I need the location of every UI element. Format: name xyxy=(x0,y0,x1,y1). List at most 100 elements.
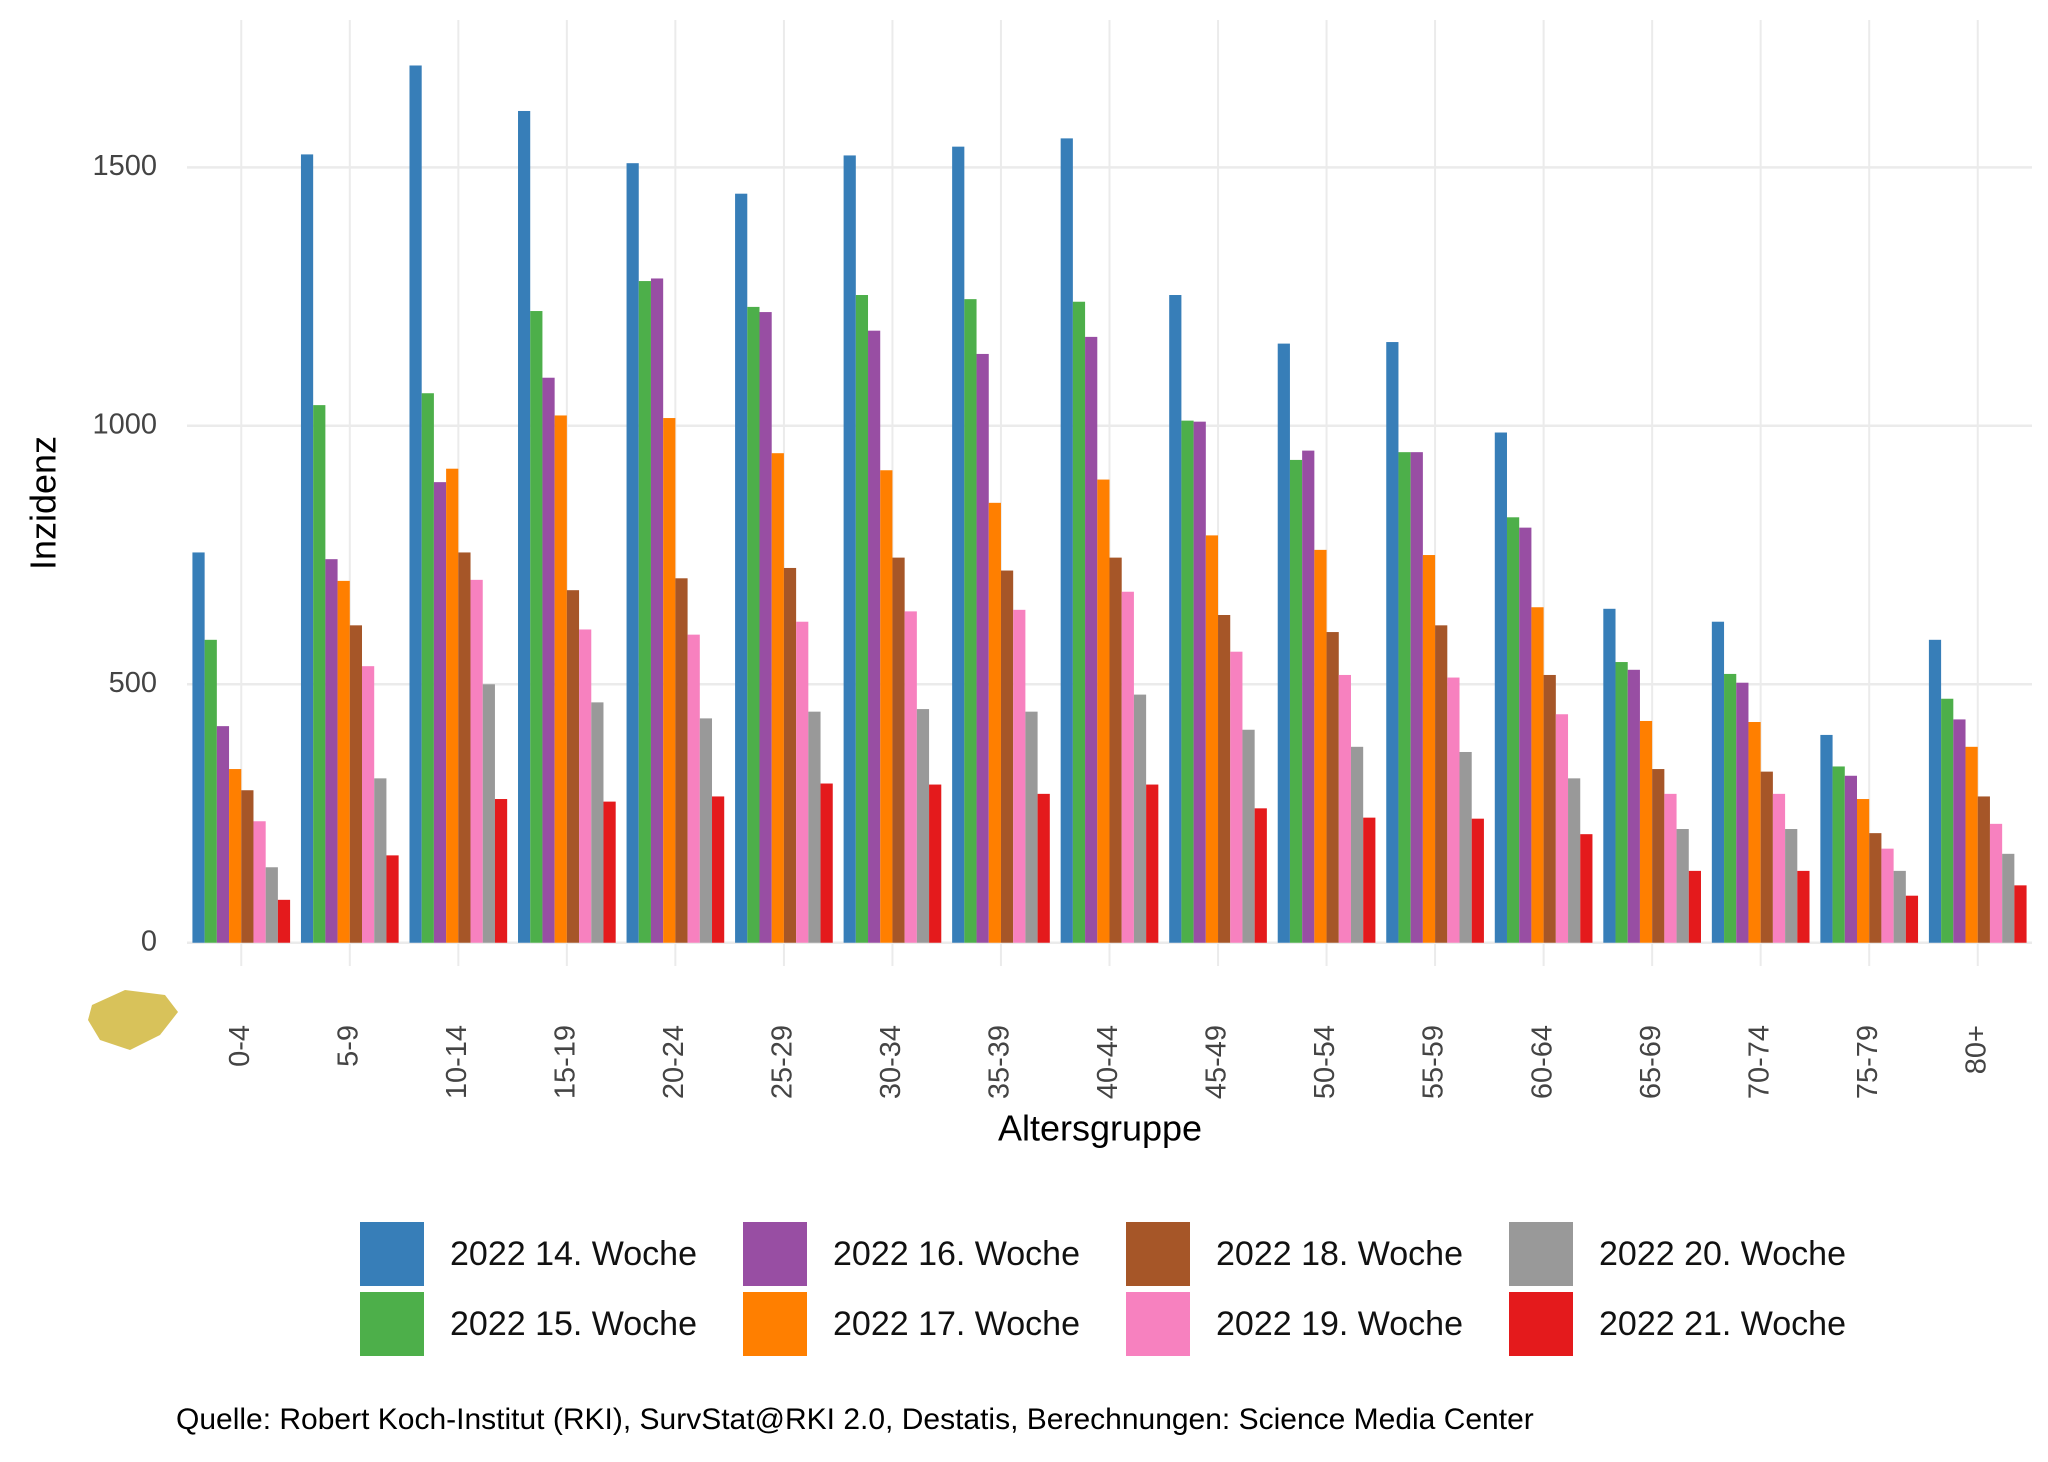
bar xyxy=(337,580,350,943)
x-tick-label: 70-74 xyxy=(1743,1025,1775,1099)
bar xyxy=(735,193,748,943)
bar xyxy=(204,639,217,943)
legend-label: 2022 18. Woche xyxy=(1216,1235,1463,1273)
bar xyxy=(759,312,772,943)
bar xyxy=(313,405,326,943)
bar xyxy=(2014,885,2027,943)
bar xyxy=(1615,662,1628,943)
bar xyxy=(916,709,930,943)
bar xyxy=(868,330,881,943)
bar xyxy=(554,415,567,943)
bar xyxy=(1435,625,1448,943)
bar xyxy=(952,146,965,943)
legend-label: 2022 15. Woche xyxy=(450,1305,697,1343)
bar xyxy=(1133,694,1147,943)
legend-label: 2022 17. Woche xyxy=(833,1305,1080,1343)
bar xyxy=(1181,420,1194,943)
bar xyxy=(712,796,725,943)
bar xyxy=(1121,591,1134,943)
bar xyxy=(1881,848,1894,943)
bar xyxy=(1471,818,1484,943)
y-axis-title: Inzidenz xyxy=(23,436,64,570)
bar xyxy=(771,453,784,943)
bar xyxy=(494,799,508,943)
bar xyxy=(1218,614,1231,943)
legend-swatch xyxy=(360,1222,424,1286)
bar xyxy=(349,625,363,943)
x-tick-label: 80+ xyxy=(1960,1025,1992,1074)
bar xyxy=(1386,342,1399,943)
bar xyxy=(1965,746,1978,943)
bar xyxy=(1832,766,1845,943)
x-tick-label: 35-39 xyxy=(984,1025,1016,1099)
x-tick-label: 60-64 xyxy=(1526,1025,1558,1099)
bar xyxy=(603,801,616,943)
bar xyxy=(976,353,989,943)
bar xyxy=(1338,674,1351,943)
bar xyxy=(796,621,809,943)
bar xyxy=(1580,834,1593,943)
bar xyxy=(1711,621,1725,943)
bar xyxy=(2002,853,2015,943)
bar xyxy=(904,611,917,943)
bar xyxy=(374,778,387,943)
bar xyxy=(386,855,399,943)
bar xyxy=(1277,343,1290,943)
bar xyxy=(1893,870,1906,943)
y-tick-label: 1000 xyxy=(92,408,157,440)
bar xyxy=(1772,793,1786,943)
bar xyxy=(892,557,905,943)
x-tick-label: 5-9 xyxy=(332,1025,364,1067)
bar xyxy=(1169,295,1182,943)
bar xyxy=(1989,823,2003,943)
legend-label: 2022 19. Woche xyxy=(1216,1305,1463,1343)
bar xyxy=(1013,609,1026,943)
bar xyxy=(675,578,688,943)
bar xyxy=(566,590,580,943)
bar xyxy=(1146,784,1159,943)
bar xyxy=(1230,651,1243,943)
bar xyxy=(783,567,797,943)
bar xyxy=(1941,698,1954,943)
bar xyxy=(1928,639,1942,943)
bar xyxy=(1205,535,1219,943)
bar xyxy=(1085,336,1098,943)
bar xyxy=(1025,711,1038,943)
bar xyxy=(1977,796,1990,943)
legend-label: 2022 21. Woche xyxy=(1599,1305,1846,1343)
legend-label: 2022 20. Woche xyxy=(1599,1235,1846,1273)
bar xyxy=(192,552,205,943)
bar xyxy=(1797,870,1810,943)
bar xyxy=(433,482,447,943)
bar xyxy=(1568,778,1581,943)
bar xyxy=(458,552,471,943)
bar xyxy=(1314,549,1327,943)
legend-swatch xyxy=(1509,1292,1573,1356)
bar xyxy=(1519,527,1532,943)
bar xyxy=(530,311,543,943)
bar xyxy=(1410,452,1423,943)
bar xyxy=(1869,833,1882,943)
bar xyxy=(1639,720,1653,943)
bar xyxy=(1603,608,1616,943)
bar xyxy=(579,629,592,943)
bar xyxy=(929,784,942,943)
bar xyxy=(699,718,713,943)
bar xyxy=(482,684,495,943)
bar xyxy=(1820,734,1833,943)
bar xyxy=(808,711,821,943)
bar xyxy=(409,65,422,943)
bar xyxy=(1494,432,1507,943)
bar xyxy=(1242,729,1255,943)
bar xyxy=(638,281,651,943)
bar xyxy=(1627,669,1640,943)
bar xyxy=(1652,769,1665,943)
bar xyxy=(1363,817,1376,943)
x-tick-label: 65-69 xyxy=(1635,1025,1667,1099)
bar xyxy=(880,470,893,943)
bar xyxy=(988,502,1001,943)
x-tick-label: 0-4 xyxy=(224,1025,256,1067)
bar xyxy=(1555,714,1569,943)
bar xyxy=(687,634,700,943)
